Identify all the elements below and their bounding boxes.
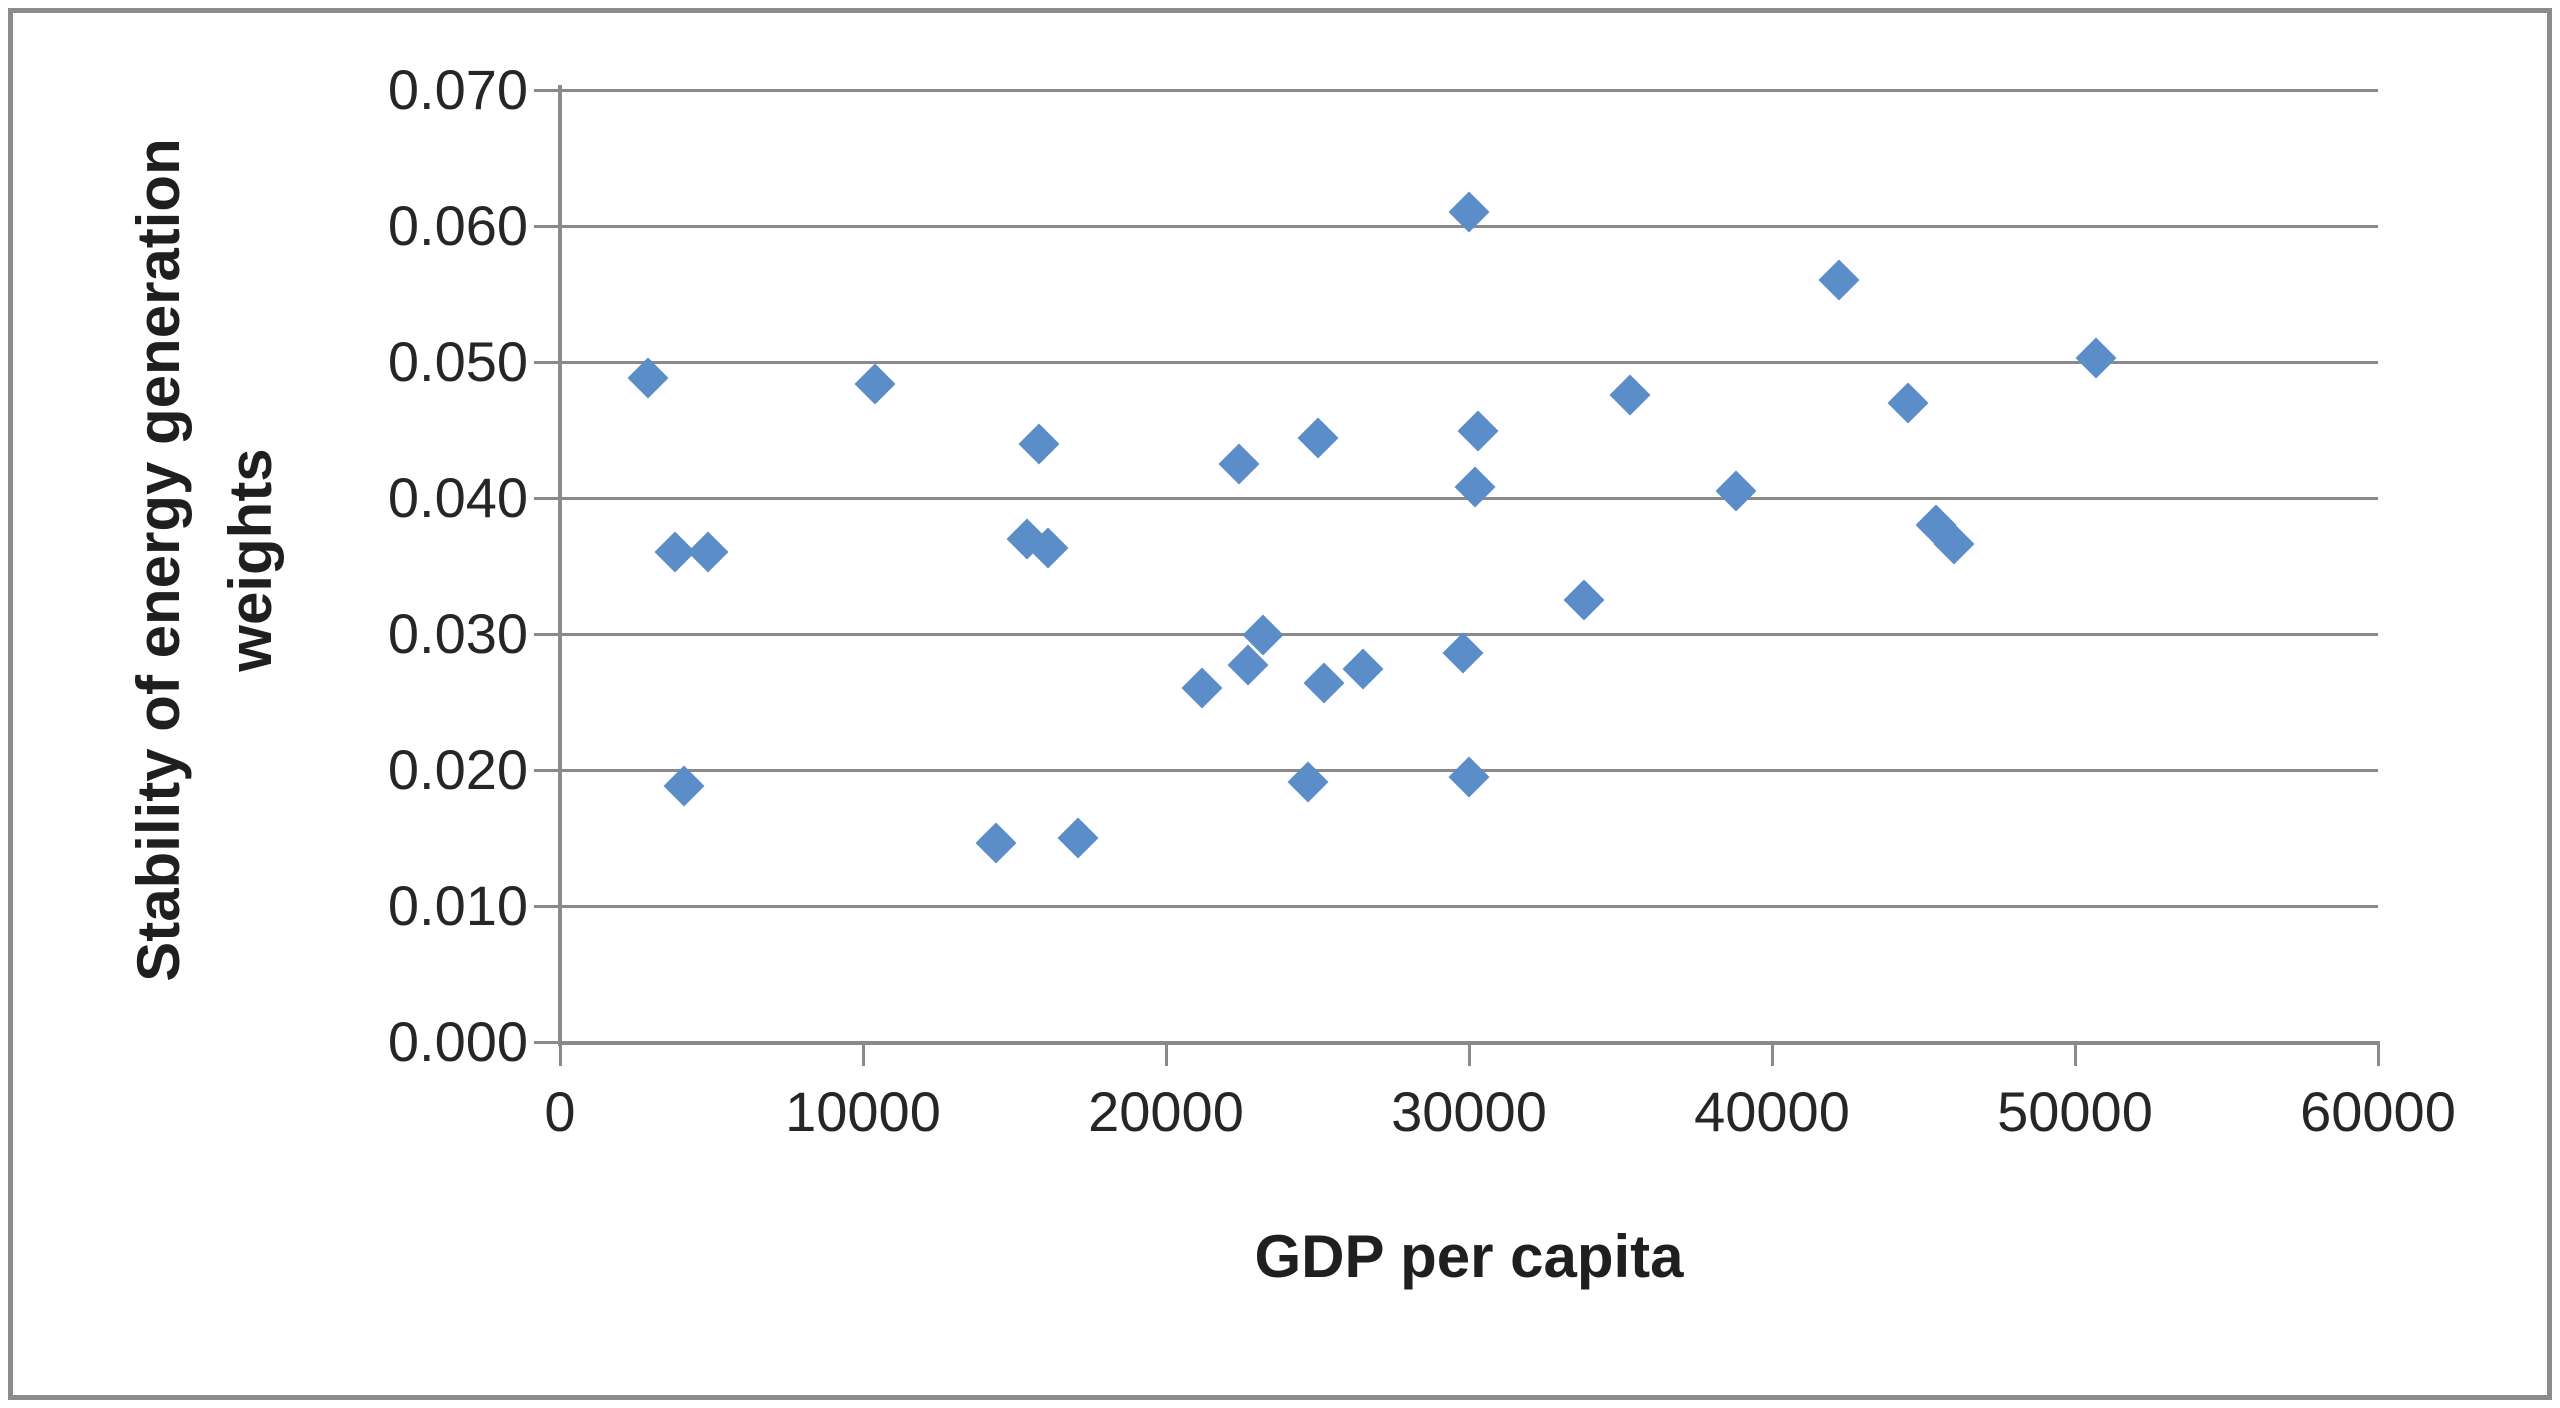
y-tick-label-0: 0.000 [387,1010,528,1073]
x-tick-label-0: 0 [544,1080,576,1143]
data-point-marker [1563,579,1605,621]
gridline-y-0.01 [560,905,2378,908]
y-axis-title: Stability of energy generation weights [113,138,297,982]
data-point-marker [1715,470,1757,512]
x-tick-60000 [2377,1042,2380,1066]
data-point-marker [854,363,896,405]
x-tick-10000 [862,1042,865,1066]
data-point-marker [1018,423,1060,465]
y-tick-0.06 [534,225,560,228]
data-point-marker [1448,756,1490,798]
gridline-y-0.07 [560,89,2378,92]
data-point-marker [1457,410,1499,452]
data-point-marker [1887,382,1929,424]
data-point-marker [1609,374,1651,416]
y-tick-0.03 [534,633,560,636]
gridline-y-0.05 [560,361,2378,364]
y-tick-label-0.03: 0.030 [387,602,528,665]
data-point-marker [1442,632,1484,674]
y-axis-title-line1: Stability of energy generation [125,138,192,982]
x-tick-label-30000: 30000 [1391,1080,1547,1143]
data-point-marker [1342,648,1384,690]
y-tick-0.07 [534,89,560,92]
x-axis-title: GDP per capita [1254,1223,1684,1290]
y-tick-label-0.06: 0.060 [387,194,528,257]
data-point-marker [1181,667,1223,709]
x-tick-50000 [2074,1042,2077,1066]
data-point-marker [1454,466,1496,508]
y-axis-line [558,85,562,1046]
data-point-marker [2075,337,2117,379]
y-tick-label-0.07: 0.070 [387,58,528,121]
y-tick-0 [534,1041,560,1044]
y-tick-label-0.05: 0.050 [387,330,528,393]
x-tick-label-20000: 20000 [1088,1080,1244,1143]
x-tick-20000 [1165,1042,1168,1066]
y-tick-label-0.02: 0.020 [387,738,528,801]
x-tick-label-10000: 10000 [785,1080,941,1143]
y-axis-title-line2: weights [217,448,284,672]
data-point-marker [687,531,729,573]
data-point-marker [1303,662,1345,704]
x-tick-0 [559,1042,562,1066]
data-point-marker [1296,417,1339,459]
x-tick-label-50000: 50000 [1997,1080,2153,1143]
data-point-marker [1057,817,1099,859]
y-tick-0.02 [534,769,560,772]
y-tick-0.01 [534,905,560,908]
y-tick-label-0.04: 0.040 [387,466,528,529]
gridline-y-0.03 [560,633,2378,636]
y-tick-0.04 [534,497,560,500]
x-tick-label-60000: 60000 [2300,1080,2456,1143]
chart-outer-frame [8,8,2552,1400]
y-tick-label-0.01: 0.010 [387,874,528,937]
x-tick-30000 [1468,1042,1471,1066]
x-tick-label-40000: 40000 [1694,1080,1850,1143]
data-point-marker [1818,259,1860,301]
y-tick-0.05 [534,361,560,364]
data-point-marker [1218,443,1260,485]
data-point-marker [1287,761,1329,803]
x-tick-40000 [1771,1042,1774,1066]
data-point-marker [975,822,1017,864]
